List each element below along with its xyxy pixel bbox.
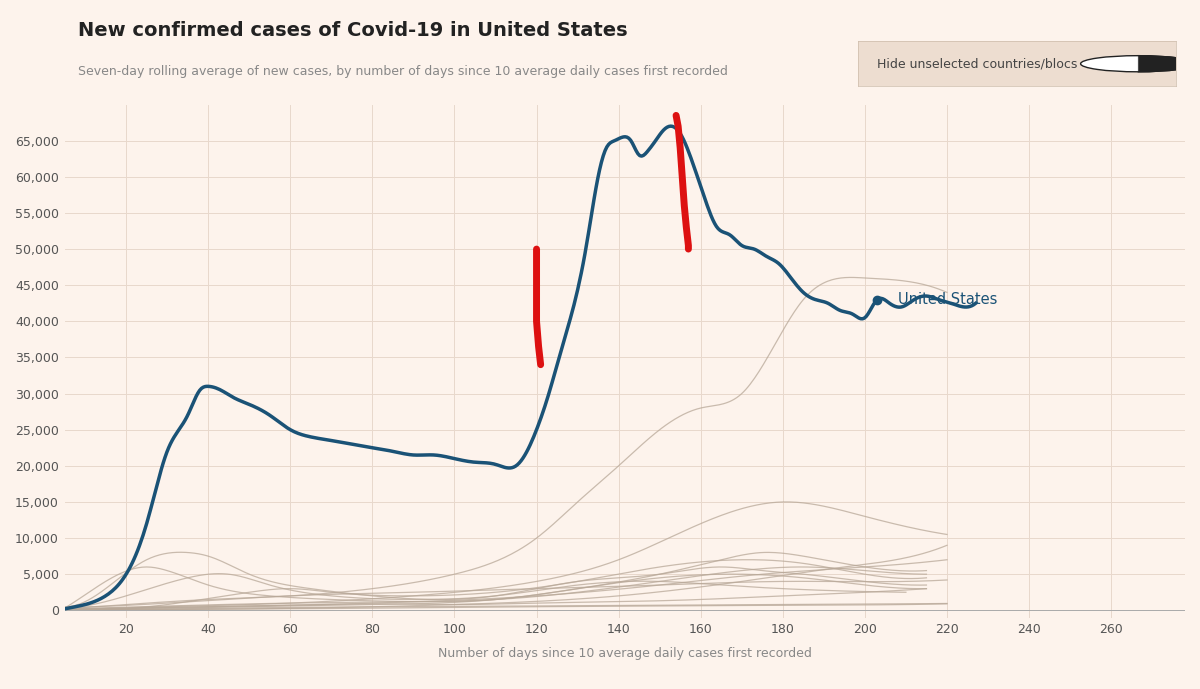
Wedge shape [1138,56,1195,72]
X-axis label: Number of days since 10 average daily cases first recorded: Number of days since 10 average daily ca… [438,647,811,660]
Text: United States: United States [898,292,997,307]
Text: Seven-day rolling average of new cases, by number of days since 10 average daily: Seven-day rolling average of new cases, … [78,65,728,79]
Text: New confirmed cases of Covid-19 in United States: New confirmed cases of Covid-19 in Unite… [78,21,628,40]
Wedge shape [1080,56,1138,72]
Text: Hide unselected countries/blocs: Hide unselected countries/blocs [877,57,1078,70]
